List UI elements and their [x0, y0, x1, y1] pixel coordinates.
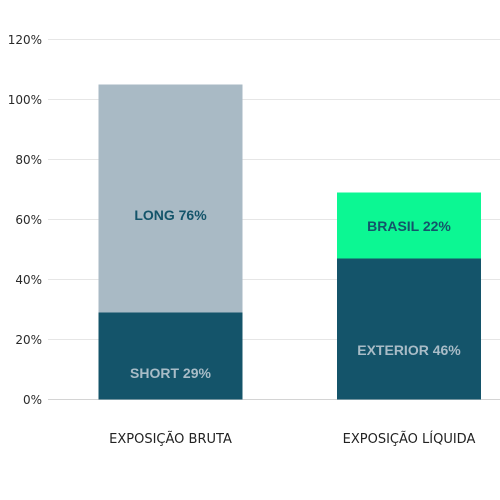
y-tick-label: 0% [23, 393, 42, 407]
segment-labels: SHORT 29% LONG 76% EXTERIOR 46% BRASIL 22% [130, 207, 461, 381]
x-category-label: EXPOSIÇÃO BRUTA [109, 431, 232, 447]
y-tick-label: 120% [8, 33, 42, 47]
segment-label: EXTERIOR 46% [357, 342, 461, 358]
segment-label: BRASIL 22% [367, 218, 451, 234]
y-tick-label: 80% [15, 153, 42, 167]
y-tick-label: 60% [15, 213, 42, 227]
x-axis-categories: EXPOSIÇÃO BRUTA EXPOSIÇÃO LÍQUIDA [109, 431, 475, 447]
bar-segment [98, 312, 243, 400]
y-tick-label: 40% [15, 273, 42, 287]
y-tick-label: 100% [8, 93, 42, 107]
bars [98, 84, 481, 400]
bar-segment [337, 192, 481, 259]
y-axis-ticks: 0% 20% 40% 60% 80% 100% 120% [8, 33, 42, 407]
x-category-label: EXPOSIÇÃO LÍQUIDA [343, 431, 476, 447]
bar-segment [337, 258, 481, 400]
y-tick-label: 20% [15, 333, 42, 347]
segment-label: SHORT 29% [130, 365, 211, 381]
segment-label: LONG 76% [134, 207, 207, 223]
bar-segment [98, 84, 243, 313]
